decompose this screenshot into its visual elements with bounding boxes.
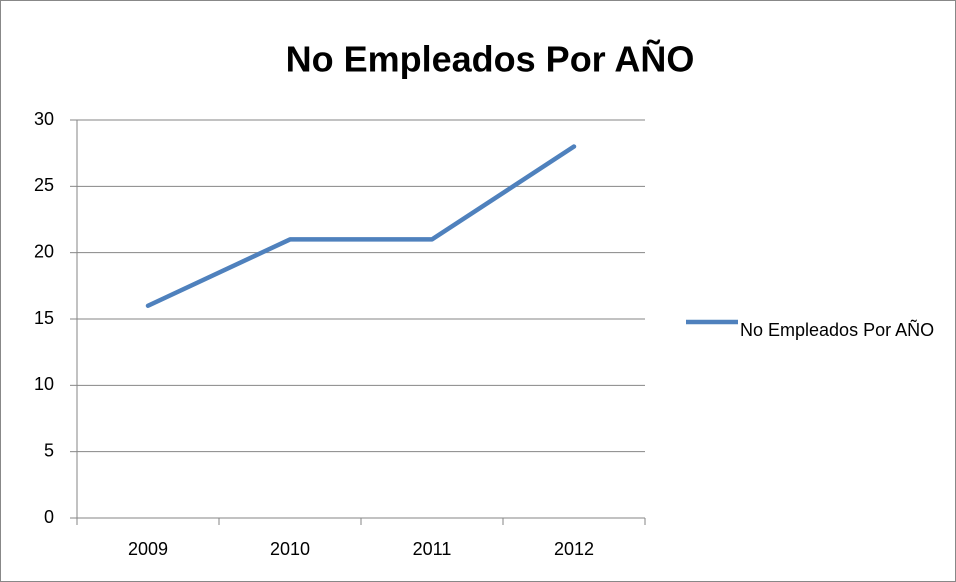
y-tick-label: 5 <box>44 440 54 460</box>
x-tick-label: 2009 <box>128 539 168 559</box>
y-tick-label: 25 <box>34 175 54 195</box>
x-tick-label: 2010 <box>270 539 310 559</box>
chart-title: No Empleados Por AÑO <box>286 38 695 80</box>
legend-label: No Empleados Por AÑO <box>740 320 935 340</box>
y-tick-label: 20 <box>34 241 54 261</box>
y-tick-label: 0 <box>44 507 54 527</box>
x-tick-label: 2011 <box>413 539 452 559</box>
y-tick-label: 15 <box>34 308 54 328</box>
y-tick-label: 10 <box>34 374 54 394</box>
x-tick-label: 2012 <box>554 539 594 559</box>
data-line <box>145 144 577 308</box>
y-tick-label: 30 <box>34 109 54 129</box>
